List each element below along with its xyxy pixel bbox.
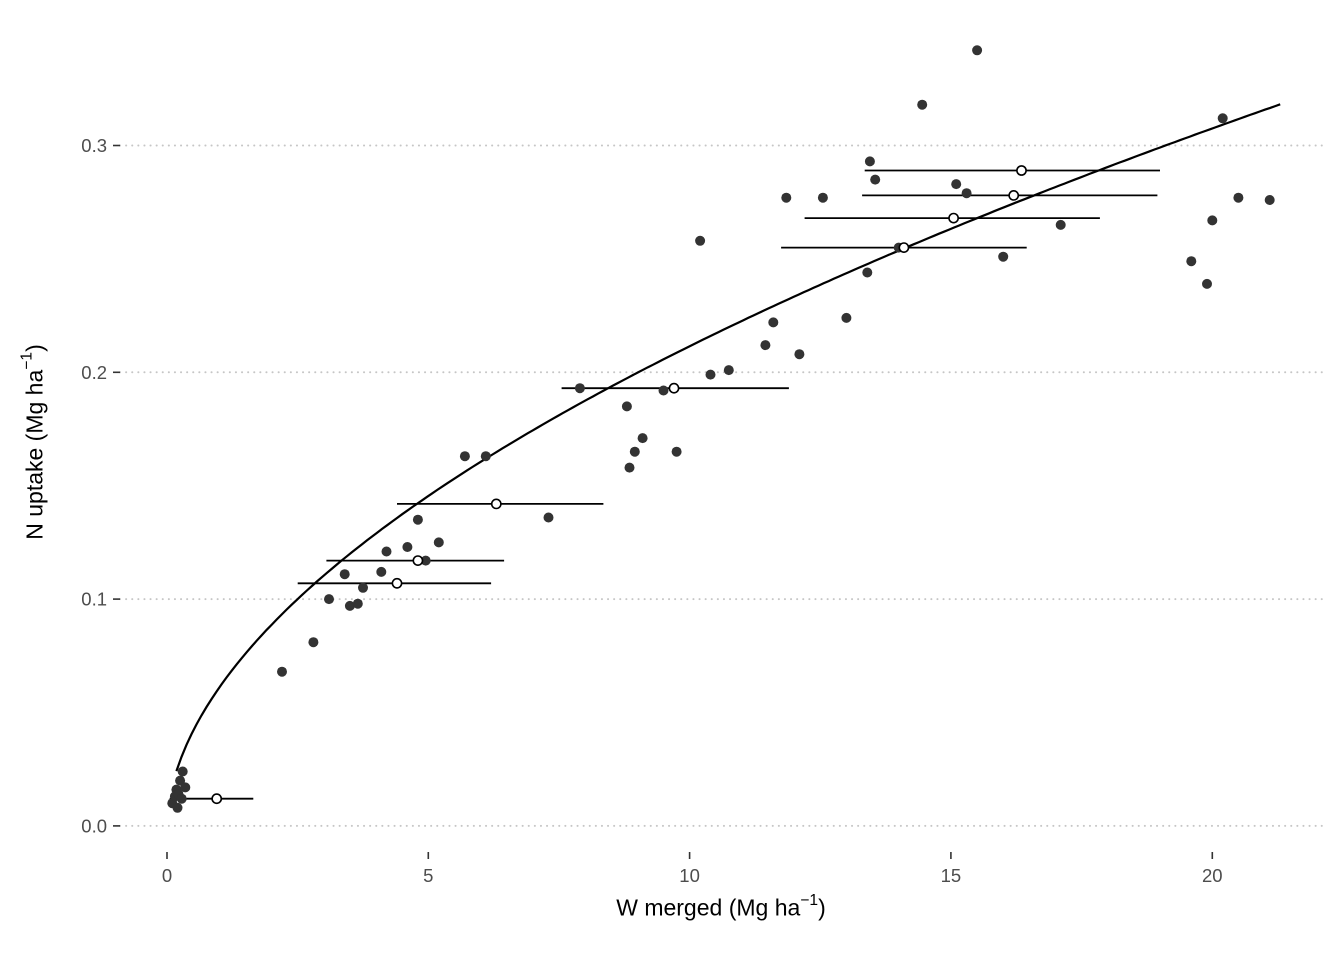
data-point	[841, 312, 852, 323]
y-axis-tick-label: 0.1	[81, 589, 107, 610]
data-point	[951, 179, 962, 190]
x-axis-title-close-paren: )	[818, 894, 826, 921]
data-point	[402, 542, 413, 552]
data-point	[1207, 215, 1218, 226]
data-point	[998, 251, 1009, 262]
x-axis-tick-label: 10	[679, 865, 700, 886]
y-axis-tick-label: 0.2	[81, 362, 107, 383]
data-point	[180, 782, 191, 793]
x-axis-tick-label: 15	[941, 865, 962, 886]
y-axis-title-close-paren: )	[21, 344, 48, 352]
fitted-curve	[175, 103, 1281, 772]
data-point	[862, 267, 873, 278]
data-point	[864, 156, 875, 167]
data-point	[175, 775, 186, 786]
data-point	[695, 235, 706, 246]
data-point	[339, 569, 350, 580]
data-point	[277, 666, 287, 677]
x-axis-tick-label: 20	[1202, 865, 1223, 886]
data-point	[543, 512, 554, 523]
data-point	[459, 451, 470, 462]
merged-mean-point	[1016, 165, 1027, 176]
merged-mean-point	[412, 555, 424, 566]
data-point	[433, 537, 444, 548]
data-point	[794, 349, 805, 360]
y-axis-title: N uptake (Mg ha−1)	[18, 344, 48, 540]
data-point	[381, 546, 392, 557]
data-point	[723, 365, 734, 376]
merged-mean-point	[948, 212, 959, 224]
data-point	[480, 451, 491, 462]
data-point	[172, 802, 183, 813]
data-point	[768, 317, 779, 328]
data-point	[1186, 256, 1197, 267]
data-point	[1202, 278, 1212, 289]
data-point	[420, 555, 431, 566]
x-axis-tick-label: 0	[162, 865, 172, 886]
data-point	[177, 766, 188, 777]
data-point	[324, 594, 334, 605]
merged-mean-point	[391, 577, 403, 589]
merged-mean-point	[490, 498, 502, 510]
data-point	[629, 446, 640, 457]
data-point	[574, 383, 585, 394]
data-point	[1217, 113, 1228, 124]
data-point	[344, 600, 355, 611]
data-point	[352, 598, 363, 609]
data-point	[671, 446, 682, 457]
x-axis-title-text: W merged (Mg ha	[616, 894, 801, 921]
data-point	[1055, 219, 1066, 230]
data-point	[621, 401, 632, 412]
data-point	[637, 433, 648, 444]
data-point	[870, 174, 881, 185]
y-axis-title-superscript: −1	[18, 351, 36, 370]
x-axis-title-superscript: −1	[800, 891, 819, 909]
data-point	[658, 385, 669, 396]
merged-mean-point	[211, 793, 223, 805]
data-point	[358, 582, 368, 593]
data-point	[961, 188, 972, 199]
data-point	[1264, 195, 1275, 205]
data-point	[917, 99, 928, 110]
data-point	[705, 369, 716, 380]
data-point	[760, 340, 771, 351]
data-point	[624, 462, 635, 473]
x-axis-title: W merged (Mg ha−1)	[120, 891, 1322, 921]
data-point	[972, 45, 983, 56]
data-point	[781, 192, 792, 203]
merged-mean-point	[898, 242, 910, 253]
data-point	[376, 566, 387, 577]
data-point	[412, 514, 423, 525]
x-axis-tick-label: 5	[423, 865, 433, 886]
merged-mean-point	[1008, 189, 1020, 201]
data-point	[176, 793, 187, 804]
y-axis-title-text: N uptake (Mg ha	[21, 369, 48, 540]
merged-mean-point	[668, 382, 680, 394]
data-point	[817, 192, 828, 203]
data-point	[308, 637, 319, 648]
y-axis-tick-label: 0.3	[81, 135, 107, 156]
data-point	[1233, 192, 1244, 203]
y-axis-tick-label: 0.0	[81, 815, 107, 836]
